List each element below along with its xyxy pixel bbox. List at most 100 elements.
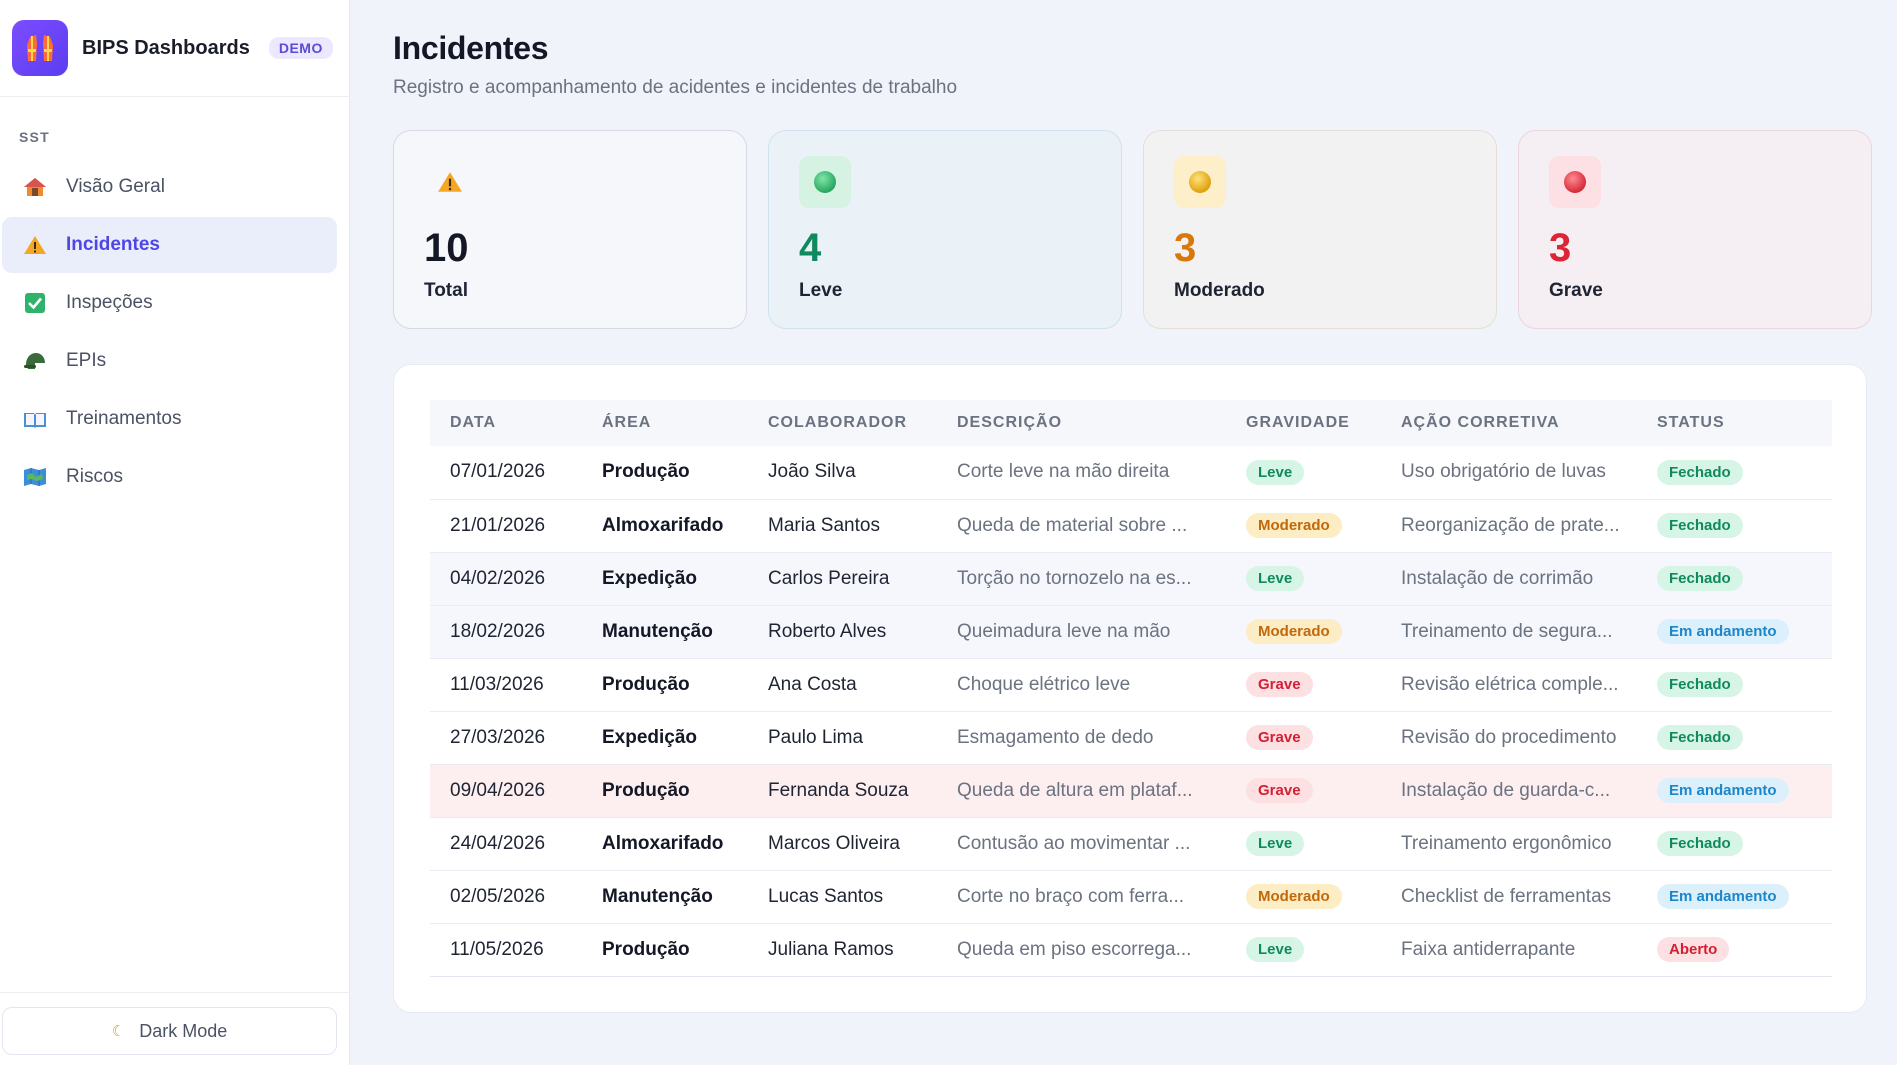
cell-descricao: Corte no braço com ferra... [937, 870, 1226, 924]
page-title: Incidentes [393, 30, 549, 66]
status-badge: Em andamento [1657, 778, 1789, 803]
cell-area: Manutenção [582, 870, 748, 924]
card-label: Moderado [1174, 280, 1265, 301]
cell-acao: Instalação de guarda-c... [1381, 764, 1637, 818]
status-badge: Fechado [1657, 672, 1743, 697]
sidebar-item-label: Treinamentos [66, 408, 182, 429]
brand-name: BIPS Dashboards [82, 36, 250, 59]
status-badge: Fechado [1657, 459, 1743, 485]
cell-descricao: Contusão ao movimentar ... [937, 817, 1226, 871]
cell-date: 18/02/2026 [430, 605, 582, 659]
column-header-status[interactable]: STATUS [1657, 414, 1725, 431]
status-badge: Fechado [1657, 566, 1743, 591]
vest-logo-icon[interactable] [12, 20, 68, 76]
status-badge: Aberto [1657, 937, 1730, 962]
severity-badge: Moderado [1246, 513, 1342, 538]
table-row[interactable]: 04/02/2026 Expedição Carlos Pereira Torção … [430, 552, 1832, 606]
helmet-icon [22, 348, 48, 374]
cell-colaborador: Roberto Alves [748, 605, 937, 659]
cell-date: 09/04/2026 [430, 764, 582, 818]
severity-badge: Moderado [1246, 619, 1342, 644]
cell-descricao: Queimadura leve na mão [937, 605, 1226, 659]
cell-acao: Revisão elétrica comple... [1381, 658, 1637, 712]
column-header-descricao[interactable]: DESCRIÇÃO [957, 414, 1063, 431]
sidebar-item-label: Incidentes [66, 234, 160, 255]
sidebar-item-label: Visão Geral [66, 176, 165, 197]
cell-gravidade: Grave [1226, 658, 1381, 712]
sidebar-item-visao-geral[interactable]: Visão Geral [2, 159, 337, 215]
cell-gravidade: Leve [1226, 923, 1381, 977]
cell-status: Fechado [1637, 658, 1832, 712]
cell-status: Em andamento [1637, 870, 1832, 924]
sidebar: BIPS Dashboards DEMO SST Visão Geral [0, 0, 350, 1065]
cell-descricao: Torção no tornozelo na es... [937, 552, 1226, 606]
column-header-gravidade[interactable]: GRAVIDADE [1246, 414, 1350, 431]
book-icon [22, 406, 48, 432]
cell-status: Em andamento [1637, 605, 1832, 659]
cell-acao: Checklist de ferramentas [1381, 870, 1637, 924]
table-row[interactable]: 02/05/2026 Manutenção Lucas Santos Corte no… [430, 870, 1832, 924]
table-row[interactable]: 09/04/2026 Produção Fernanda Souza Queda de… [430, 764, 1832, 818]
cell-status: Aberto [1637, 923, 1832, 977]
cell-gravidade: Grave [1226, 711, 1381, 765]
demo-badge: DEMO [268, 37, 333, 59]
card-label: Leve [799, 280, 843, 301]
cell-descricao: Queda de material sobre ... [937, 499, 1226, 553]
cell-status: Fechado [1637, 552, 1832, 606]
cell-colaborador: Fernanda Souza [748, 764, 937, 818]
sidebar-nav: SST Visão Geral Incidentes [0, 97, 349, 992]
cell-date: 11/03/2026 [430, 658, 582, 712]
sidebar-item-riscos[interactable]: Riscos [2, 449, 337, 505]
status-badge: Fechado [1657, 831, 1743, 856]
status-badge: Em andamento [1657, 619, 1789, 644]
sidebar-item-inspecoes[interactable]: Inspeções [2, 275, 337, 331]
sidebar-item-incidentes[interactable]: Incidentes [2, 217, 337, 273]
cell-colaborador: Maria Santos [748, 499, 937, 553]
sidebar-item-treinamentos[interactable]: Treinamentos [2, 391, 337, 447]
column-header-colaborador[interactable]: COLABORADOR [768, 414, 907, 431]
table-header-row: DATA ÁREA COLABORADOR DESCRIÇÃO GRAVIDAD… [430, 400, 1832, 446]
table-row[interactable]: 21/01/2026 Almoxarifado Maria Santos Queda … [430, 499, 1832, 553]
column-header-data[interactable]: DATA [450, 414, 497, 431]
sidebar-item-epis[interactable]: EPIs [2, 333, 337, 389]
cell-gravidade: Moderado [1226, 499, 1381, 553]
table-row[interactable]: 18/02/2026 Manutenção Roberto Alves Queimad… [430, 605, 1832, 659]
status-badge: Em andamento [1657, 884, 1789, 909]
card-value: 4 [799, 226, 822, 270]
cell-gravidade: Grave [1226, 764, 1381, 818]
sidebar-item-label: Riscos [66, 466, 124, 487]
cell-area: Almoxarifado [582, 499, 748, 553]
sidebar-item-label: EPIs [66, 350, 107, 371]
cell-acao: Faixa antiderrapante [1381, 923, 1637, 977]
card-value: 3 [1549, 226, 1572, 270]
card-label: Grave [1549, 280, 1603, 301]
cell-acao: Reorganização de prate... [1381, 499, 1637, 553]
cell-date: 04/02/2026 [430, 552, 582, 606]
column-header-acao[interactable]: AÇÃO CORRETIVA [1401, 414, 1560, 431]
table-row[interactable]: 11/03/2026 Produção Ana Costa Choque elétri… [430, 658, 1832, 712]
cell-gravidade: Moderado [1226, 605, 1381, 659]
table-row[interactable]: 24/04/2026 Almoxarifado Marcos Oliveira Con… [430, 817, 1832, 871]
table-row[interactable]: 11/05/2026 Produção Juliana Ramos Queda em … [430, 923, 1832, 977]
cell-date: 11/05/2026 [430, 923, 582, 977]
dark-mode-button[interactable]: ☾ Dark Mode [2, 1007, 337, 1055]
green-circle-icon [799, 156, 851, 208]
cell-status: Fechado [1637, 499, 1832, 553]
cell-status: Fechado [1637, 817, 1832, 871]
red-circle-icon [1549, 156, 1601, 208]
status-badge: Fechado [1657, 725, 1743, 750]
column-header-area[interactable]: ÁREA [602, 414, 652, 431]
table-row[interactable]: 27/03/2026 Expedição Paulo Lima Esmagamento… [430, 711, 1832, 765]
cell-status: Fechado [1637, 711, 1832, 765]
table-body: 07/01/2026 Produção João Silva Corte leve n… [430, 446, 1832, 977]
card-total: 10 Total [393, 130, 747, 329]
cell-colaborador: Ana Costa [748, 658, 937, 712]
severity-badge: Grave [1246, 672, 1313, 697]
cell-colaborador: Paulo Lima [748, 711, 937, 765]
status-badge: Fechado [1657, 513, 1743, 538]
severity-badge: Grave [1246, 725, 1313, 750]
warning-icon [22, 232, 48, 258]
cell-area: Produção [582, 446, 748, 500]
table-row[interactable]: 07/01/2026 Produção João Silva Corte leve n… [430, 446, 1832, 500]
main-content: Incidentes Registro e acompanhamento de … [350, 0, 1897, 1065]
